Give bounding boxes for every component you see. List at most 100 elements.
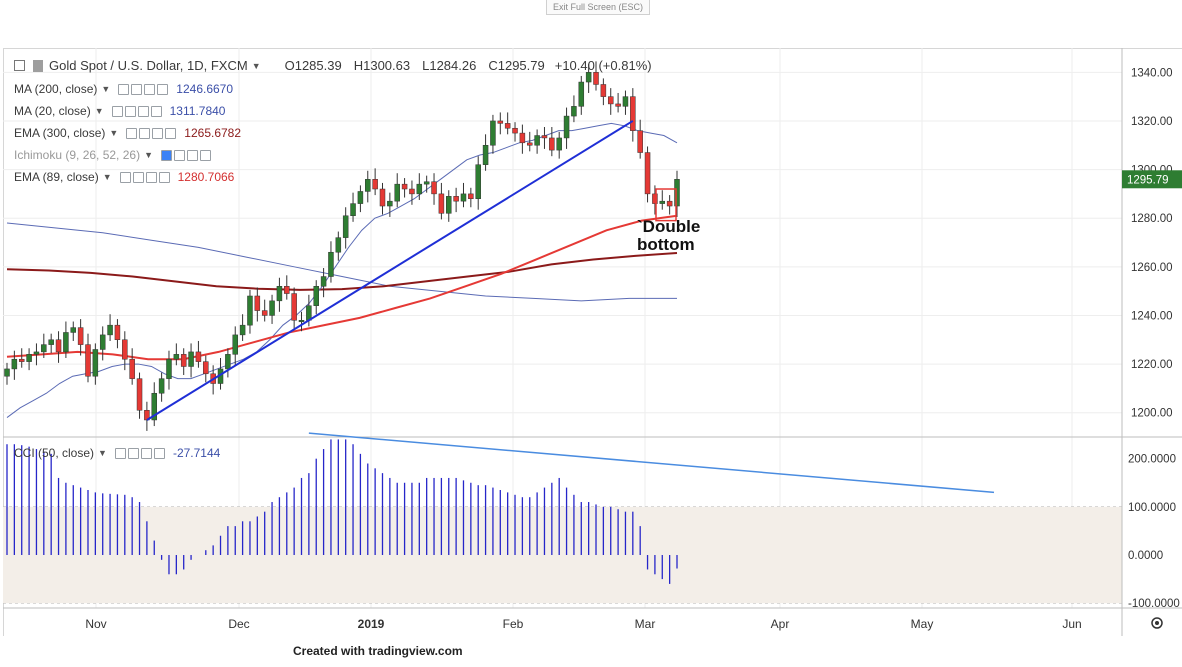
top-bar: Exit Full Screen (ESC): [0, 0, 1182, 48]
indicator-label: EMA (89, close): [14, 170, 99, 184]
candle: [33, 351, 40, 355]
candle: [571, 106, 577, 117]
annotation-line-2: bottom: [637, 235, 695, 254]
candle: [431, 181, 437, 195]
indicator-controls[interactable]: [119, 171, 172, 183]
candle: [269, 300, 275, 316]
cci-tick-label: 0.0000: [1128, 550, 1163, 562]
candle: [291, 293, 297, 321]
candle: [372, 179, 378, 190]
candle: [401, 183, 408, 190]
candle: [357, 191, 364, 204]
candle: [585, 72, 592, 83]
chevron-down-icon[interactable]: ▼: [98, 448, 107, 458]
cci-tick-label: 100.0000: [1128, 502, 1176, 514]
ma20-line: [6, 122, 678, 418]
time-tick-label: Feb: [503, 617, 524, 631]
chevron-down-icon[interactable]: ▼: [251, 60, 261, 71]
indicator-value: 1265.6782: [184, 126, 242, 140]
chevron-down-icon[interactable]: ▼: [94, 106, 104, 116]
indicator-controls[interactable]: [126, 127, 178, 139]
candle: [556, 137, 562, 151]
time-tick-label: Mar: [635, 617, 656, 631]
indicator-controls[interactable]: [114, 447, 167, 459]
last-price-badge: 1295.79: [1122, 170, 1182, 189]
support-trendline: [146, 120, 634, 421]
cci-axis: 200.0000 100.0000 0.0000 -100.0000: [1128, 454, 1180, 611]
indicator-value: 1311.7840: [169, 104, 226, 118]
collapse-icon[interactable]: [14, 60, 25, 71]
settings-gear-icon[interactable]: [1151, 617, 1163, 629]
candle: [659, 200, 666, 204]
candle: [475, 164, 481, 199]
candle: [107, 324, 113, 336]
exit-fullscreen-button[interactable]: Exit Full Screen (ESC): [546, 0, 651, 15]
ema300-line: [6, 251, 678, 291]
candle: [247, 295, 253, 326]
candle: [497, 120, 504, 124]
chevron-down-icon[interactable]: ▼: [144, 150, 153, 160]
candle: [276, 286, 283, 302]
ohlc-open: O1285.39: [284, 58, 342, 73]
indicator-controls[interactable]: [111, 105, 164, 117]
indicator-value: 1280.7066: [177, 170, 235, 184]
candle: [534, 135, 540, 146]
cci-bars: [6, 439, 678, 584]
candle: [41, 344, 47, 353]
last-price-badge-text: 1295.79: [1127, 174, 1169, 186]
chevron-down-icon[interactable]: ▼: [102, 172, 112, 182]
candle: [607, 96, 614, 105]
candle: [416, 183, 423, 195]
indicator-legend: MA (200, close) ▼ 1246.6670: [14, 82, 233, 96]
candle: [350, 203, 356, 217]
indicator-controls[interactable]: [118, 83, 170, 95]
cci-legend-value: -27.7144: [172, 446, 221, 460]
candle: [637, 130, 643, 153]
price-tick-label: 1340.00: [1131, 67, 1173, 79]
ma20-path: [6, 122, 678, 418]
price-tick-label: 1320.00: [1131, 116, 1173, 128]
candle: [77, 327, 84, 345]
indicator-legend: EMA (89, close) ▼ 1280.7066: [14, 170, 234, 184]
ma200-line: [6, 222, 677, 302]
chevron-down-icon[interactable]: ▼: [101, 84, 111, 94]
chevron-down-icon[interactable]: ▼: [109, 128, 119, 138]
cci-legend-label: CCI (50, close): [14, 446, 95, 460]
candle: [195, 351, 202, 362]
candle: [666, 200, 673, 207]
credit-text: Created with tradingview.com: [293, 644, 463, 658]
price-tick-label: 1240.00: [1131, 310, 1173, 322]
candle: [328, 251, 334, 277]
indicator-controls[interactable]: [161, 149, 213, 161]
candle: [563, 115, 570, 139]
candle: [166, 358, 172, 379]
chart-svg[interactable]: 1200.001220.001240.001260.001280.001300.…: [0, 0, 1182, 636]
candle: [615, 103, 621, 107]
cci-tick-label: 200.0000: [1128, 454, 1176, 466]
candle: [55, 339, 62, 353]
candle: [630, 96, 636, 131]
time-axis: Nov Dec 2019 Feb Mar Apr May Jun: [85, 617, 1081, 631]
candle: [4, 368, 10, 377]
candle: [549, 137, 555, 151]
candle: [11, 358, 18, 370]
candle: [593, 72, 599, 85]
candle: [63, 332, 69, 353]
ema89-line: [6, 214, 678, 361]
ema89-path: [6, 214, 678, 361]
last-price-badge-bg: [1122, 170, 1182, 189]
candle: [423, 181, 430, 185]
candle: [622, 96, 629, 107]
price-tick-label: 1200.00: [1131, 408, 1173, 420]
annotation-line-1: `Double: [637, 217, 700, 236]
candle: [151, 392, 158, 421]
candle: [342, 215, 349, 238]
candle: [468, 193, 474, 199]
ohlc-high: H1300.63: [353, 58, 411, 73]
time-tick-label: 2019: [358, 617, 385, 631]
indicator-label: Ichimoku (9, 26, 52, 26): [14, 148, 141, 162]
candle: [674, 179, 680, 207]
candle: [173, 354, 180, 360]
candle: [320, 276, 327, 287]
candle: [652, 193, 658, 204]
